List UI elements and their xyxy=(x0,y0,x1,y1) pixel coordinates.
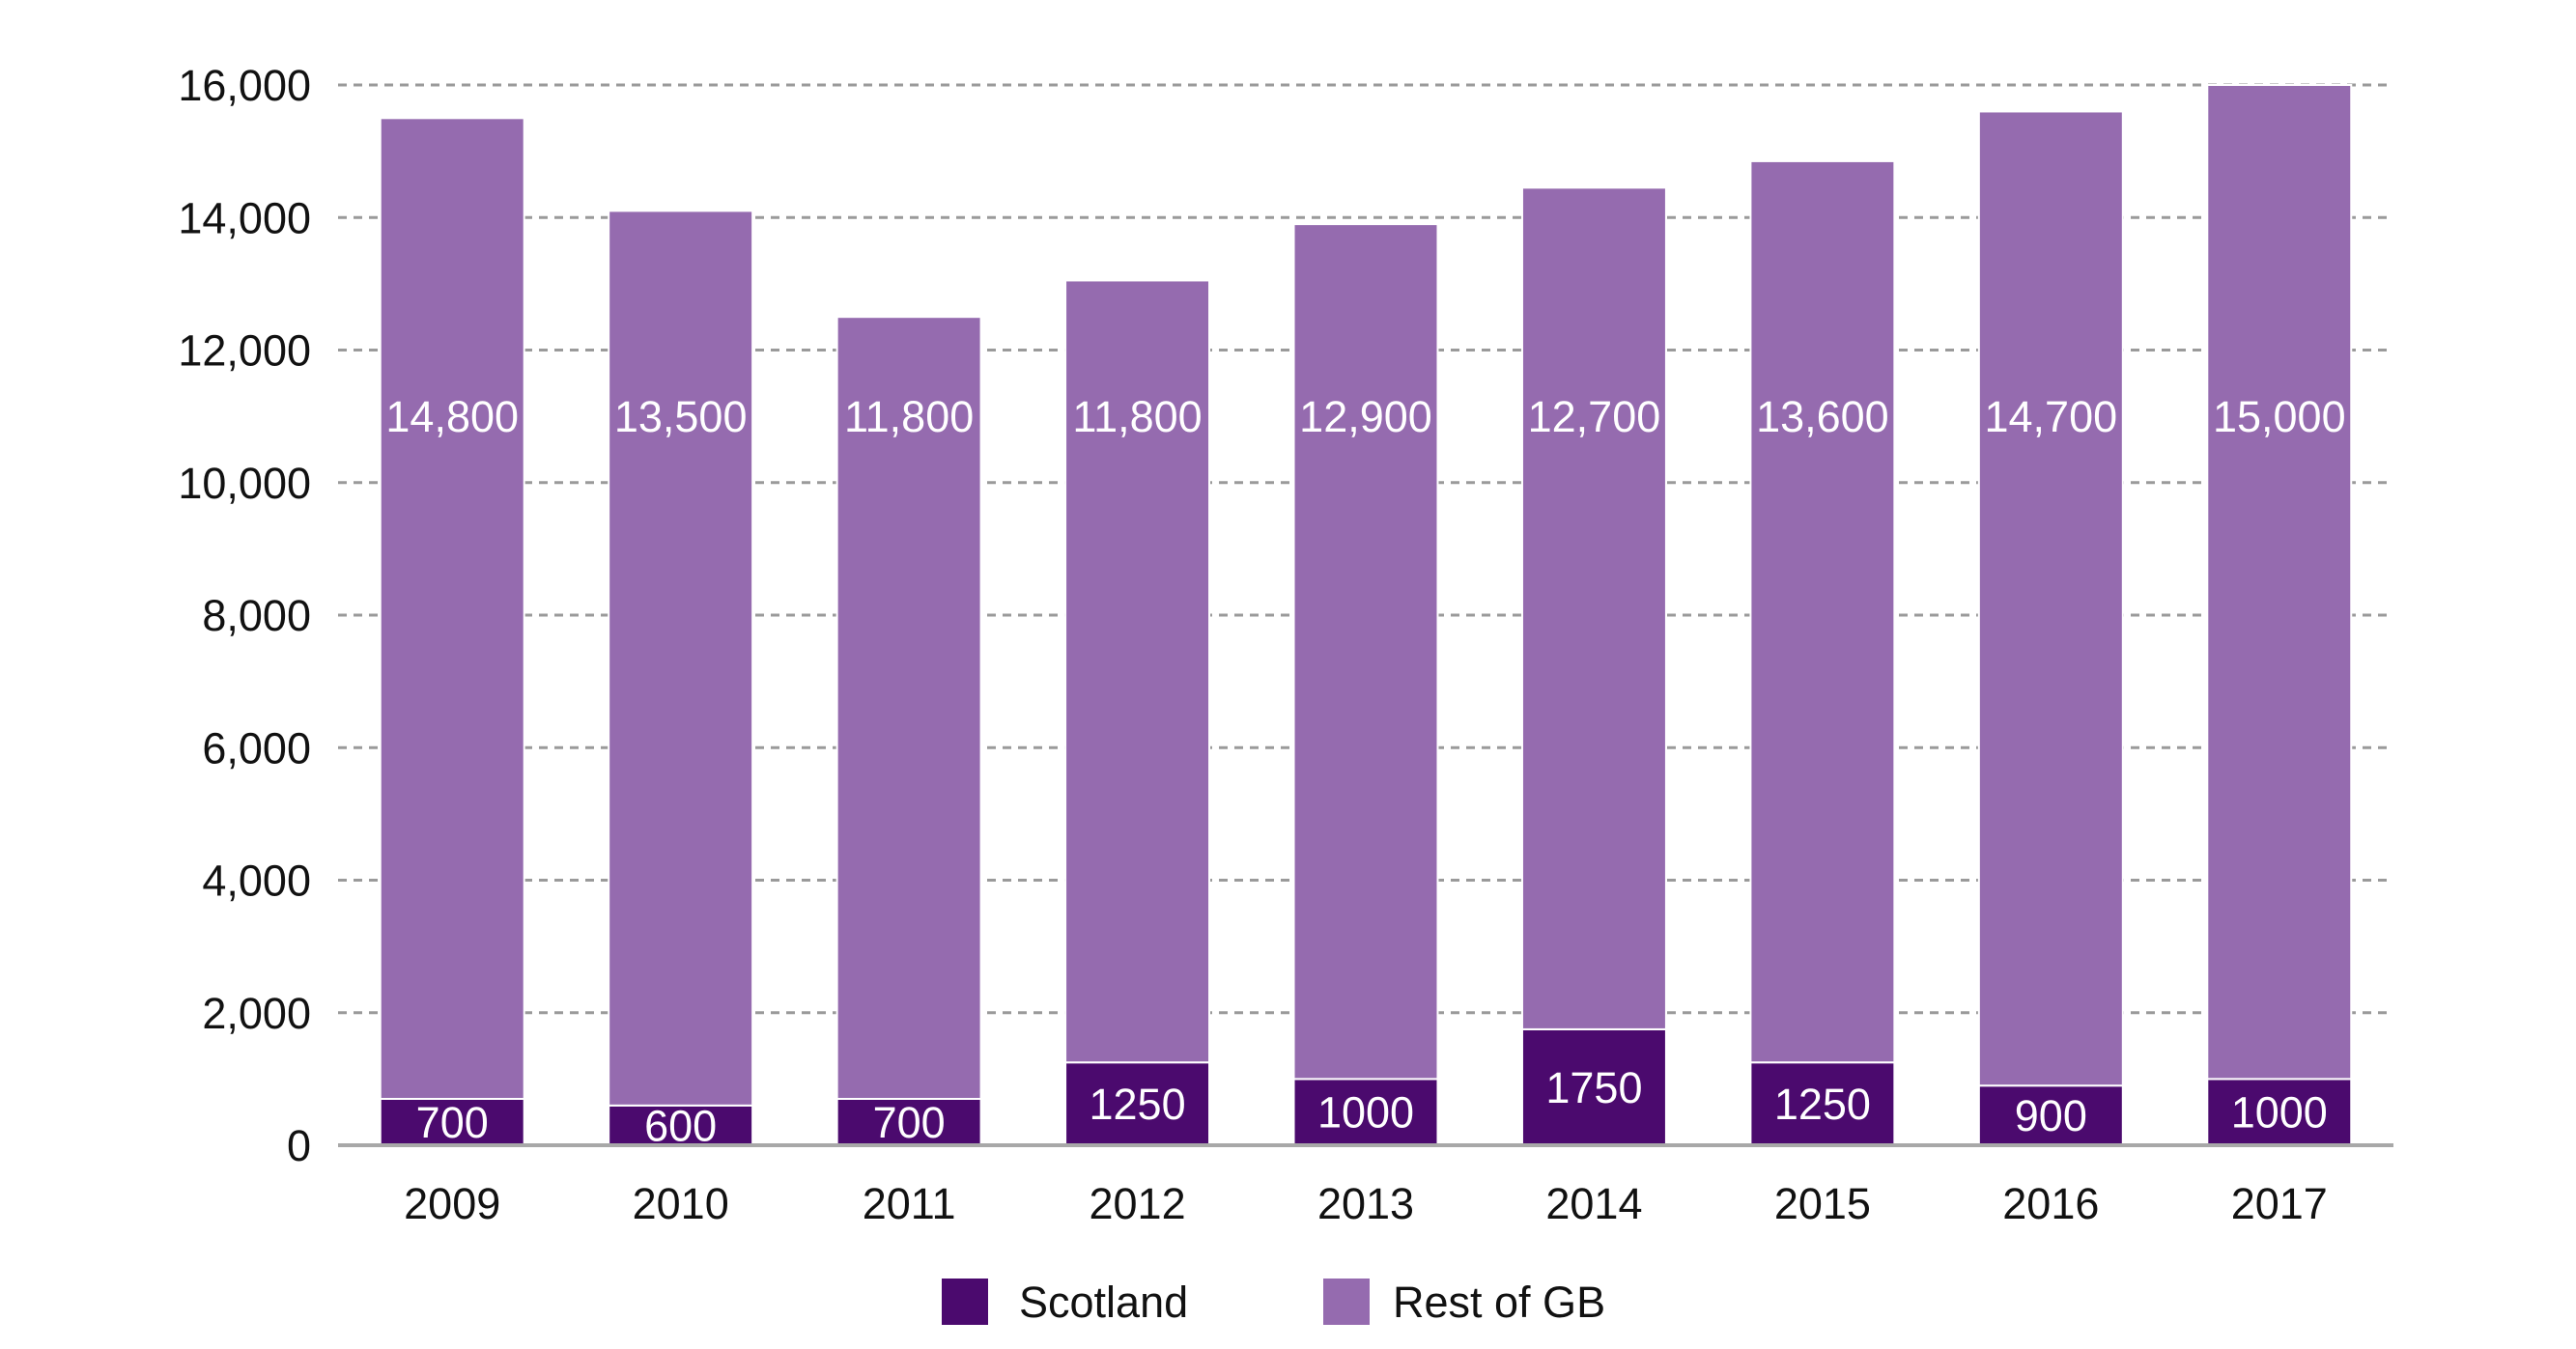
y-tick-label: 8,000 xyxy=(202,591,311,640)
bars: 700 14,800 600 13,500 700 11,800 1250 11,800 100… xyxy=(379,84,2353,1150)
x-tick-label: 2013 xyxy=(1317,1179,1414,1228)
data-label: 900 xyxy=(2015,1091,2087,1140)
bar-segment-scotland xyxy=(1749,1061,1896,1146)
data-label: 11,800 xyxy=(1072,392,1202,441)
bar-segment-rest-of-gb xyxy=(1749,159,1896,1064)
x-tick-label: 2015 xyxy=(1774,1179,1871,1228)
bar-segment-scotland xyxy=(379,1097,525,1147)
bar-segment-rest-of-gb xyxy=(1292,223,1439,1081)
x-tick-label: 2011 xyxy=(863,1179,956,1228)
y-tick-label: 4,000 xyxy=(202,857,311,906)
data-label: 15,000 xyxy=(2213,392,2346,441)
legend: Scotland Rest of GB xyxy=(942,1278,1605,1327)
y-tick-label: 6,000 xyxy=(202,723,311,773)
x-tick-label: 2009 xyxy=(404,1179,500,1228)
bar-segment-rest-of-gb xyxy=(1520,186,1667,1030)
x-axis-ticks: 2009 2010 2011 2012 2013 2014 2015 2016 2017 xyxy=(338,1143,2393,1228)
data-label: 1250 xyxy=(1774,1080,1871,1129)
data-label: 13,500 xyxy=(614,392,748,441)
data-label: 600 xyxy=(644,1101,717,1150)
bar-segment-rest-of-gb xyxy=(1977,110,2124,1087)
data-label: 1750 xyxy=(1545,1063,1642,1112)
bar-segment-scotland xyxy=(1064,1061,1211,1146)
x-tick-label: 2016 xyxy=(2002,1179,2099,1228)
x-tick-label: 2017 xyxy=(2231,1179,2328,1228)
bar-segment-rest-of-gb xyxy=(2206,84,2353,1081)
bar-segment-scotland xyxy=(1977,1084,2124,1147)
y-tick-label: 0 xyxy=(287,1121,311,1170)
data-label: 1000 xyxy=(1317,1088,1414,1138)
y-tick-label: 2,000 xyxy=(202,989,311,1038)
legend-label: Rest of GB xyxy=(1393,1278,1605,1327)
legend-swatch-rest-of-gb xyxy=(1323,1279,1370,1325)
bar-segment-rest-of-gb xyxy=(608,210,754,1107)
data-label: 12,900 xyxy=(1299,392,1432,441)
x-tick-label: 2012 xyxy=(1090,1179,1186,1228)
y-tick-label: 16,000 xyxy=(178,61,311,110)
bar-segment-rest-of-gb xyxy=(1064,279,1211,1064)
y-tick-label: 14,000 xyxy=(178,193,311,242)
y-tick-label: 12,000 xyxy=(178,326,311,376)
bar-segment-rest-of-gb xyxy=(379,117,525,1100)
bar-segment-rest-of-gb xyxy=(835,316,982,1100)
x-tick-label: 2010 xyxy=(633,1179,729,1228)
bar-segment-scotland xyxy=(1520,1027,1667,1146)
data-label: 13,600 xyxy=(1756,392,1889,441)
y-axis-ticks: 0 2,000 4,000 6,000 8,000 10,000 12,000 14,000 1… xyxy=(178,61,311,1170)
data-label: 12,700 xyxy=(1528,392,1661,441)
bar-segment-scotland xyxy=(1292,1078,1439,1146)
legend-label: Scotland xyxy=(1019,1278,1188,1327)
x-tick-label: 2014 xyxy=(1545,1179,1642,1228)
data-label: 700 xyxy=(416,1098,489,1147)
y-tick-label: 10,000 xyxy=(178,459,311,508)
data-label: 14,800 xyxy=(385,392,519,441)
data-label: 700 xyxy=(873,1098,946,1147)
data-label: 1000 xyxy=(2231,1088,2328,1138)
data-label: 14,700 xyxy=(1985,392,2118,441)
bar-segment-scotland xyxy=(2206,1078,2353,1146)
data-label: 11,800 xyxy=(844,392,974,441)
data-label: 1250 xyxy=(1090,1080,1186,1129)
legend-swatch-scotland xyxy=(942,1279,988,1325)
